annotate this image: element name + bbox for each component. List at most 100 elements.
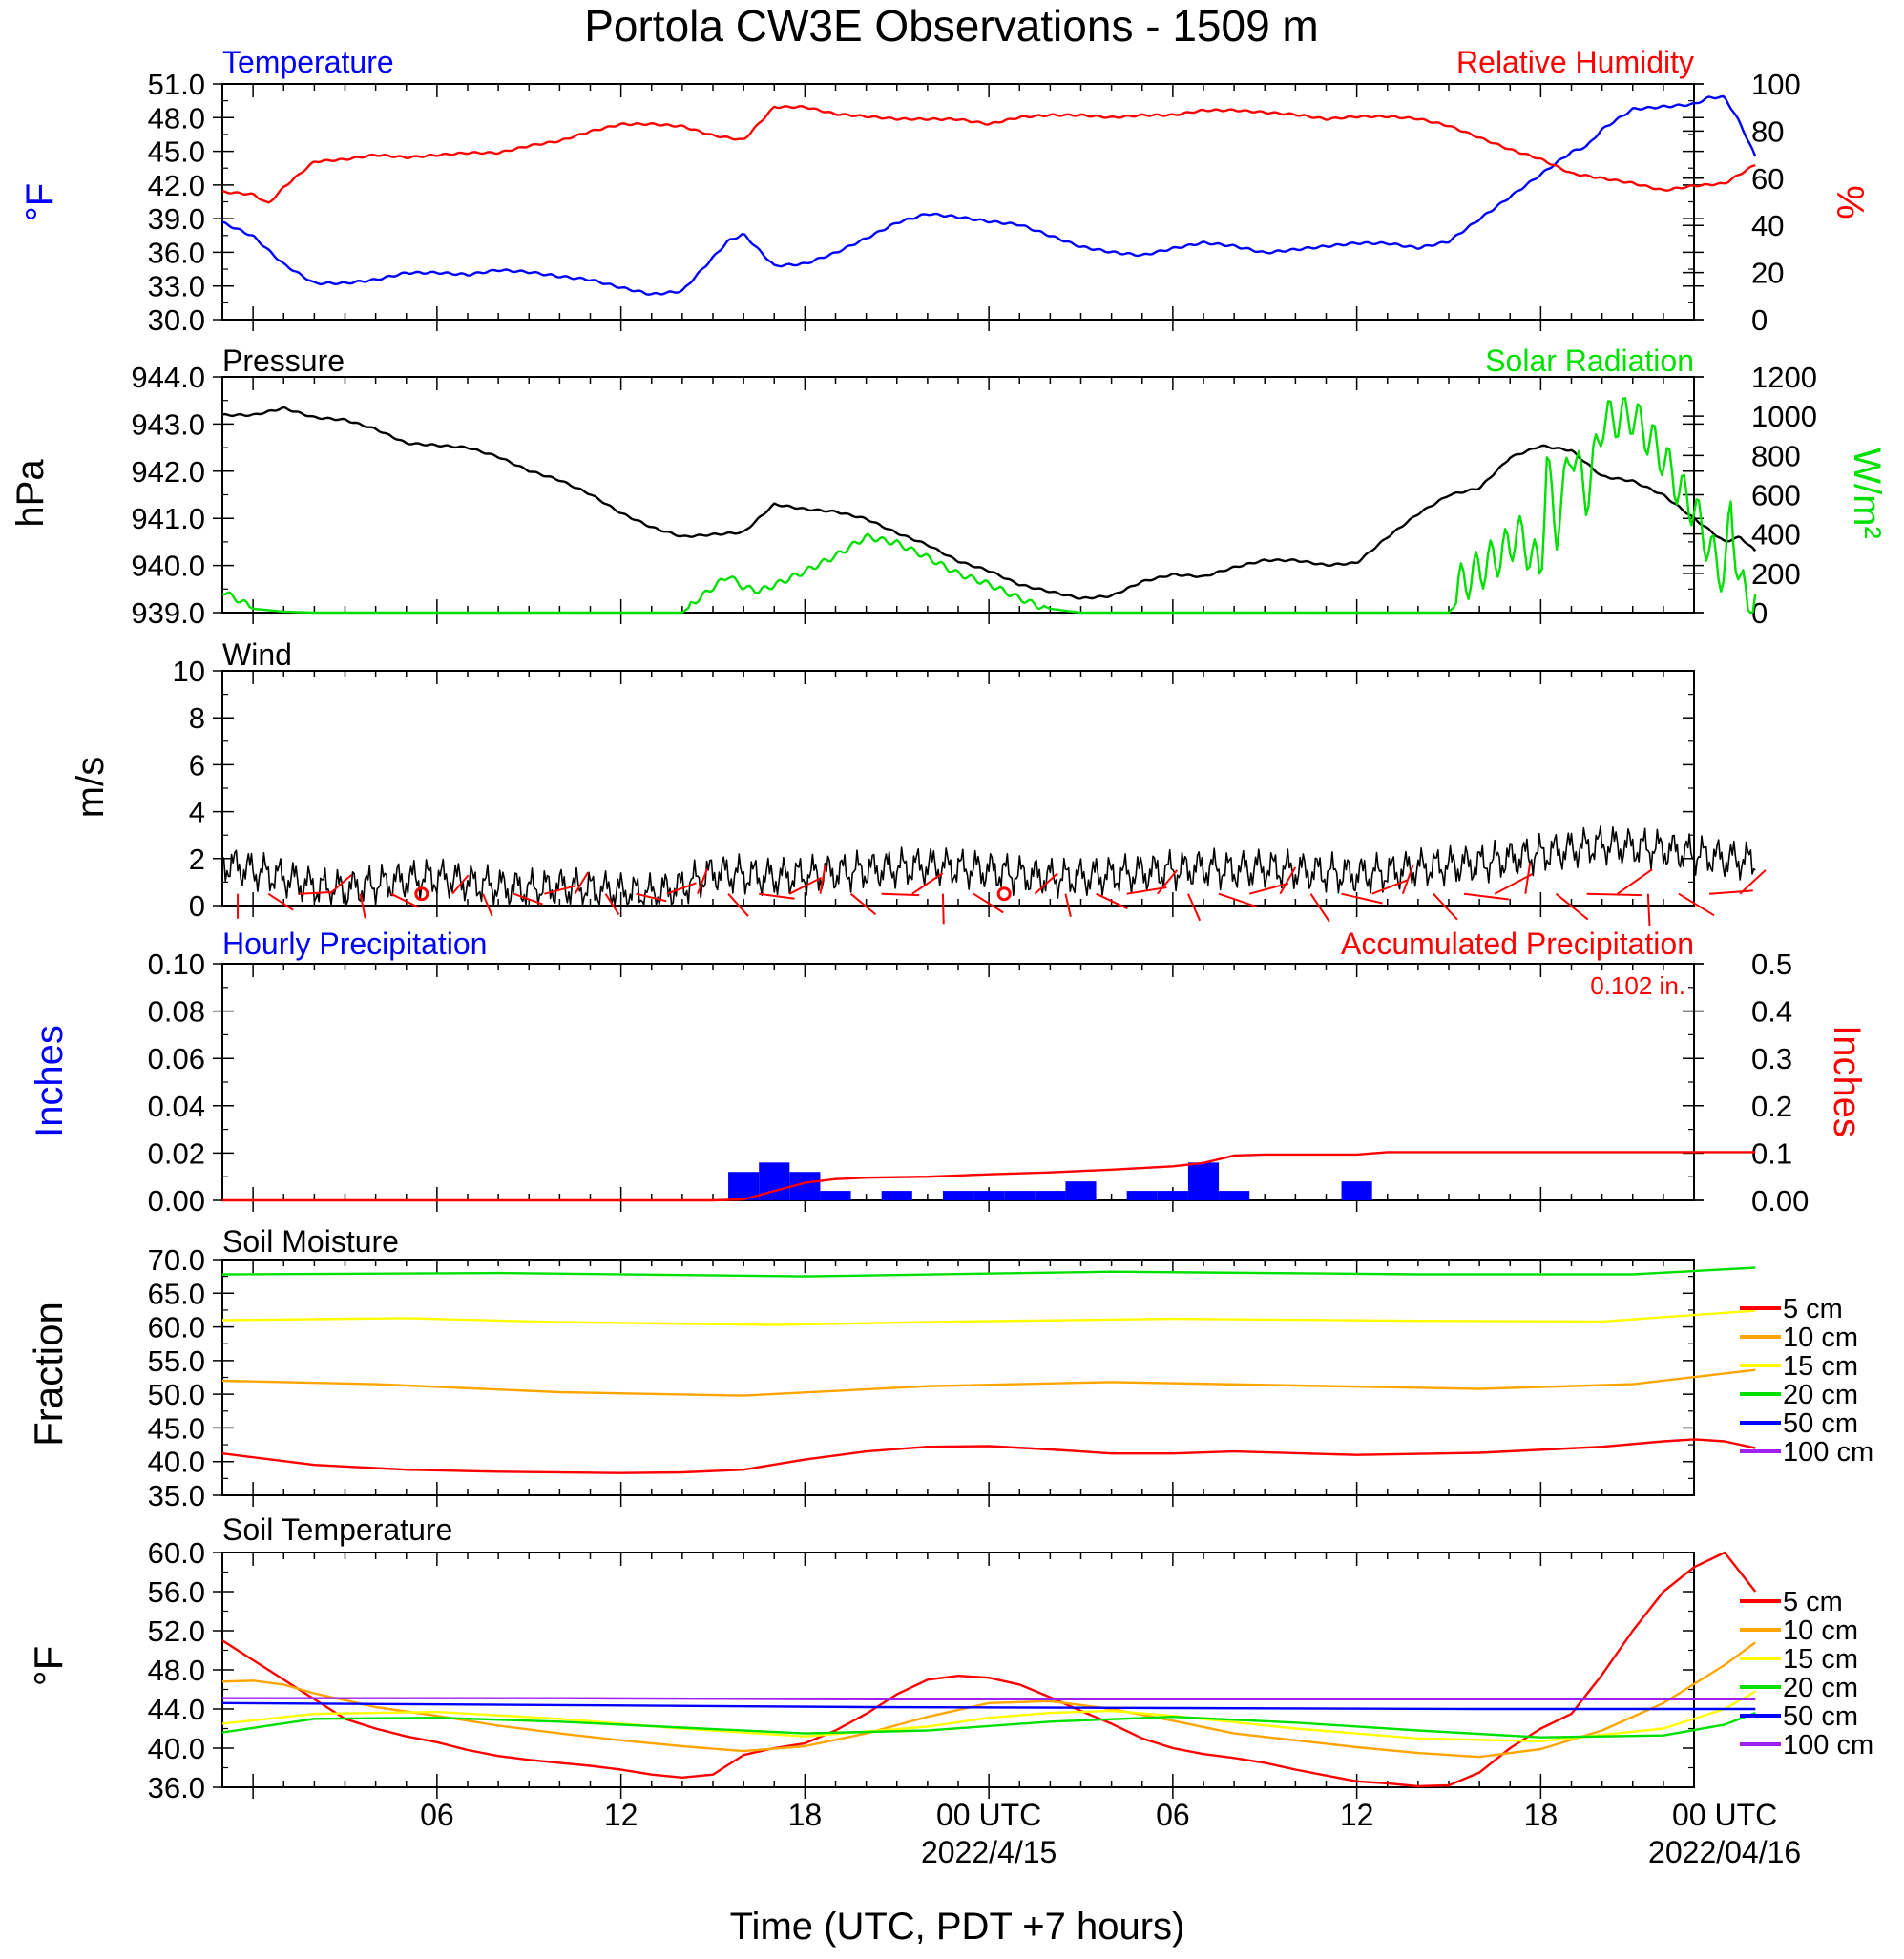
panel-marks-pressure_solar: 939.0 940.0 941.0 942.0 943.0 944.0 0 200 400 600… bbox=[131, 361, 1817, 630]
wind-barb bbox=[1617, 868, 1653, 895]
y-tick-label-right: 1000 bbox=[1751, 400, 1817, 433]
series-line-accumulated-precipitation bbox=[222, 1151, 1756, 1202]
wind-barb bbox=[1371, 879, 1408, 895]
precip-bar bbox=[881, 1191, 912, 1200]
y-tick-label-left: 941.0 bbox=[131, 502, 205, 535]
wind-barb bbox=[849, 892, 877, 916]
wind-barb bbox=[1157, 869, 1179, 895]
wind-barb bbox=[1646, 893, 1651, 927]
y-tick-label-left: 8 bbox=[189, 701, 205, 735]
wind-barb bbox=[1708, 889, 1753, 895]
y-tick-label-left: 4 bbox=[189, 796, 205, 829]
panel-temperature-humidity: Temperature Relative Humidity °F % bbox=[19, 45, 1871, 221]
wind-barb bbox=[636, 892, 667, 903]
precip-bar bbox=[1126, 1191, 1158, 1200]
hourly-precip-axis-label: Inches bbox=[29, 1025, 71, 1137]
wind-barb bbox=[697, 868, 708, 895]
wind-barb bbox=[1678, 892, 1715, 917]
wind-barb bbox=[1586, 892, 1642, 897]
wind-barb bbox=[1433, 893, 1458, 921]
pressure-title: Pressure bbox=[222, 344, 345, 378]
panel-marks-soil_temperature: 36.0 40.0 44.0 48.0 52.0 56.0 60.0 bbox=[148, 1536, 1757, 1804]
plot-frame bbox=[221, 1259, 1695, 1496]
accum-precip-title: Accumulated Precipitation bbox=[1341, 927, 1694, 961]
wind-barb bbox=[604, 893, 620, 915]
series-line-10-cm bbox=[221, 1368, 1756, 1397]
x-tick-label: 18 bbox=[788, 1798, 823, 1832]
y-tick-label-left: 42.0 bbox=[148, 169, 205, 202]
legend-label: 15 cm bbox=[1783, 1644, 1858, 1675]
wind-barb bbox=[941, 893, 945, 925]
y-tick-label-left: 944.0 bbox=[131, 361, 205, 394]
precip-bar bbox=[1035, 1191, 1066, 1200]
y-tick-label-right: 0.00 bbox=[1751, 1184, 1809, 1218]
y-tick-label-left: 36.0 bbox=[148, 236, 205, 269]
y-tick-label-right: 100 bbox=[1751, 68, 1801, 101]
y-tick-label-left: 942.0 bbox=[131, 455, 205, 489]
wind-axis-label: m/s bbox=[70, 757, 112, 818]
y-tick-label-left: 939.0 bbox=[131, 596, 205, 630]
calm-wind-marker bbox=[996, 886, 1012, 902]
wind-barb bbox=[881, 892, 920, 897]
y-tick-label-left: 6 bbox=[189, 748, 205, 782]
wind-title: Wind bbox=[222, 637, 292, 672]
wind-barb bbox=[390, 892, 419, 908]
y-tick-label-right: 20 bbox=[1751, 257, 1784, 290]
y-tick-label-right: 0 bbox=[1751, 596, 1768, 630]
precip-bar bbox=[1341, 1181, 1372, 1200]
y-tick-label-left: 60.0 bbox=[148, 1536, 205, 1570]
wind-barb bbox=[1341, 892, 1383, 905]
accum-precip-total: 0.102 in. bbox=[1590, 971, 1685, 1000]
y-tick-label-right: 1200 bbox=[1751, 361, 1817, 394]
legend-label: 5 cm bbox=[1783, 1294, 1843, 1324]
legend-label: 10 cm bbox=[1783, 1615, 1858, 1646]
legend-label: 5 cm bbox=[1783, 1587, 1843, 1617]
legend-label: 50 cm bbox=[1783, 1701, 1858, 1732]
y-tick-label-left: 55.0 bbox=[148, 1344, 205, 1378]
y-tick-label-right: 800 bbox=[1751, 439, 1801, 472]
plot-frame bbox=[221, 1552, 1695, 1788]
y-tick-label-left: 40.0 bbox=[148, 1732, 205, 1765]
wind-barb bbox=[1309, 893, 1330, 923]
pressure-axis-label: hPa bbox=[10, 459, 52, 528]
y-tick-label-right: 80 bbox=[1751, 115, 1784, 148]
y-tick-label-right: 0.5 bbox=[1751, 948, 1792, 981]
wind-barb bbox=[819, 865, 826, 894]
wind-barb bbox=[267, 892, 294, 911]
x-tick-label: 06 bbox=[1156, 1798, 1190, 1832]
humidity-title: Relative Humidity bbox=[1456, 45, 1694, 79]
y-tick-label-left: 940.0 bbox=[131, 550, 205, 583]
legend-label: 100 cm bbox=[1783, 1437, 1873, 1468]
y-tick-label-left: 48.0 bbox=[148, 1654, 205, 1687]
wind-barb bbox=[1401, 865, 1414, 895]
y-tick-label-left: 56.0 bbox=[148, 1575, 205, 1609]
legend-label: 20 cm bbox=[1783, 1673, 1858, 1703]
y-tick-label-left: 45.0 bbox=[148, 1411, 205, 1445]
wind-barb bbox=[328, 874, 352, 895]
wind-barb bbox=[1034, 872, 1058, 895]
wind-barb bbox=[544, 885, 577, 895]
panel-pressure-solar: Pressure Solar Radiation hPa W/m² bbox=[10, 344, 1888, 539]
precip-bar bbox=[1065, 1181, 1097, 1200]
wind-barb bbox=[1218, 892, 1258, 908]
panel-soil-temperature: Soil Temperature °F bbox=[26, 1512, 452, 1686]
precip-bar bbox=[942, 1191, 974, 1200]
wind-barb bbox=[299, 891, 332, 895]
series-line-15-cm bbox=[221, 1309, 1756, 1326]
y-tick-label-right: 60 bbox=[1751, 162, 1784, 196]
y-tick-label-left: 70.0 bbox=[148, 1243, 205, 1277]
precip-bar bbox=[973, 1191, 1005, 1200]
series-line-5-cm bbox=[221, 1438, 1756, 1474]
wind-barb bbox=[727, 893, 749, 917]
y-tick-label-left: 30.0 bbox=[148, 303, 205, 337]
wind-barb bbox=[359, 893, 366, 919]
y-tick-label-right: 0.3 bbox=[1751, 1042, 1792, 1075]
wind-barb bbox=[1064, 893, 1072, 917]
y-tick-label-right: 0.1 bbox=[1751, 1136, 1792, 1170]
plot-frame bbox=[221, 376, 1695, 614]
series-line-5-cm bbox=[221, 1551, 1757, 1788]
chart-title: Portola CW3E Observations - 1509 m bbox=[584, 1, 1319, 51]
wind-barb bbox=[574, 871, 589, 895]
soil-moisture-title: Soil Moisture bbox=[222, 1224, 399, 1259]
series-line-50-cm bbox=[221, 1701, 1756, 1711]
